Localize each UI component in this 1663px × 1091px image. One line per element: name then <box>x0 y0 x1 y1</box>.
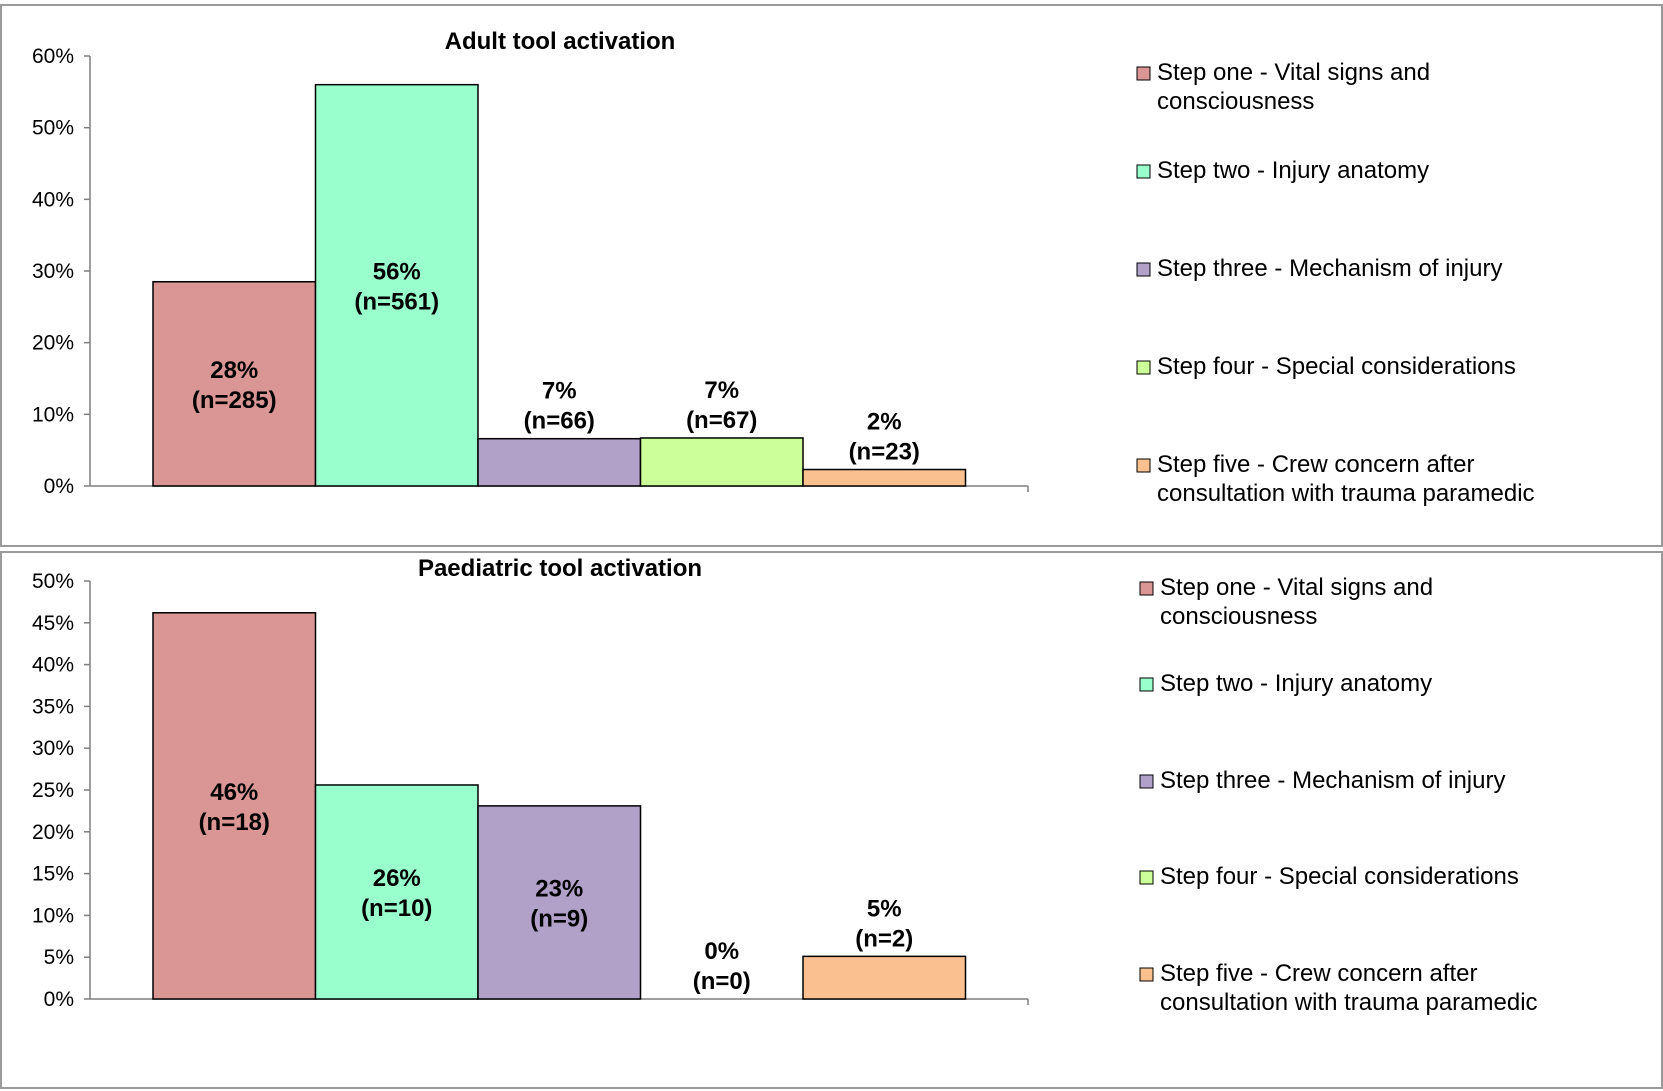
paediatric-data-label-count: (n=2) <box>855 925 913 952</box>
adult-y-tick-label: 30% <box>32 260 74 283</box>
paediatric-legend-swatch <box>1139 581 1154 596</box>
adult-y-tick-label: 50% <box>32 117 74 140</box>
paediatric-data-label-count: (n=0) <box>693 968 751 995</box>
paediatric-y-tick-label: 50% <box>32 570 74 593</box>
adult-bar <box>314 83 479 487</box>
paediatric-y-tick-label: 25% <box>32 779 74 802</box>
adult-data-label-percent: 7% <box>704 377 739 404</box>
adult-chart-svg: Adult tool activation 0% 10% 20% 30% 40% 50% 60… <box>32 28 1535 507</box>
adult-data-label-percent: 2% <box>867 409 902 436</box>
adult-y-tick-label: 10% <box>32 403 74 426</box>
adult-legend-swatch <box>1136 360 1151 375</box>
adult-bar <box>152 281 317 487</box>
paediatric-data-label-count: (n=9) <box>530 905 588 932</box>
paediatric-legend-label: Step five - Crew concern after <box>1160 960 1477 987</box>
adult-legend-swatch <box>1136 164 1151 179</box>
paediatric-legend-swatch <box>1139 870 1154 885</box>
paediatric-data-label-percent: 0% <box>704 938 739 965</box>
paediatric-legend-label: Step one - Vital signs and <box>1160 574 1433 601</box>
paediatric-y-tick-label: 15% <box>32 863 74 886</box>
paediatric-data-label-percent: 23% <box>535 875 583 902</box>
adult-legend-swatch <box>1136 66 1151 81</box>
paediatric-chart-panel: Paediatric tool activation 0% 5% 10% 15% 20% 2… <box>0 551 1663 1089</box>
paediatric-y-tick-label: 45% <box>32 612 74 635</box>
paediatric-data-label-count: (n=10) <box>361 895 432 922</box>
adult-data-label-count: (n=66) <box>524 408 595 435</box>
adult-y-tick-label: 20% <box>32 332 74 355</box>
paediatric-legend-swatch <box>1139 774 1154 789</box>
adult-data-label-percent: 7% <box>542 378 577 405</box>
adult-data-label-percent: 56% <box>373 258 421 285</box>
adult-legend-label: Step five - Crew concern after <box>1157 451 1474 478</box>
adult-y-tick-label: 40% <box>32 188 74 211</box>
paediatric-legend-label: Step four - Special considerations <box>1160 863 1519 890</box>
adult-legend-label: Step one - Vital signs and <box>1157 59 1430 86</box>
adult-data-label-count: (n=285) <box>192 387 277 414</box>
paediatric-y-tick-label: 30% <box>32 737 74 760</box>
paediatric-data-label-count: (n=18) <box>199 809 270 836</box>
adult-legend-label: consultation with trauma paramedic <box>1157 480 1535 507</box>
paediatric-data-label-percent: 46% <box>210 779 258 806</box>
adult-legend-label: Step two - Injury anatomy <box>1157 157 1429 184</box>
adult-bar <box>802 468 967 487</box>
adult-legend-label: Step four - Special considerations <box>1157 353 1516 380</box>
adult-bar <box>639 437 804 487</box>
paediatric-y-tick-label: 20% <box>32 821 74 844</box>
paediatric-y-tick-label: 40% <box>32 654 74 677</box>
adult-y-tick-label: 0% <box>44 475 74 498</box>
paediatric-bar <box>152 612 317 1000</box>
paediatric-legend-swatch <box>1139 677 1154 692</box>
paediatric-bar <box>314 784 479 1000</box>
paediatric-data-label-percent: 5% <box>867 895 902 922</box>
adult-bar <box>477 437 642 487</box>
paediatric-legend-label: consciousness <box>1160 603 1317 630</box>
adult-legend-label: consciousness <box>1157 88 1314 115</box>
paediatric-data-label-percent: 26% <box>373 865 421 892</box>
paediatric-legend-swatch <box>1139 967 1154 982</box>
paediatric-chart-title: Paediatric tool activation <box>418 555 702 582</box>
paediatric-legend-label: Step two - Injury anatomy <box>1160 670 1432 697</box>
paediatric-legend-label: consultation with trauma paramedic <box>1160 989 1538 1016</box>
paediatric-bar <box>802 955 967 1000</box>
paediatric-y-tick-label: 35% <box>32 695 74 718</box>
adult-chart-panel: Adult tool activation 0% 10% 20% 30% 40% 50% 60… <box>0 4 1663 547</box>
adult-data-label-count: (n=561) <box>354 288 439 315</box>
adult-chart-title: Adult tool activation <box>445 28 676 55</box>
adult-legend-swatch <box>1136 262 1151 277</box>
paediatric-y-tick-label: 5% <box>44 946 74 969</box>
adult-data-label-count: (n=67) <box>686 407 757 434</box>
paediatric-y-tick-label: 0% <box>44 988 74 1011</box>
adult-y-tick-label: 60% <box>32 45 74 68</box>
adult-legend-swatch <box>1136 458 1151 473</box>
paediatric-legend-label: Step three - Mechanism of injury <box>1160 767 1505 794</box>
paediatric-chart-svg: Paediatric tool activation 0% 5% 10% 15% 20% 2… <box>32 555 1538 1016</box>
paediatric-bar <box>477 805 642 1000</box>
adult-data-label-count: (n=23) <box>849 439 920 466</box>
adult-data-label-percent: 28% <box>210 357 258 384</box>
adult-legend-label: Step three - Mechanism of injury <box>1157 255 1502 282</box>
paediatric-y-tick-label: 10% <box>32 904 74 927</box>
